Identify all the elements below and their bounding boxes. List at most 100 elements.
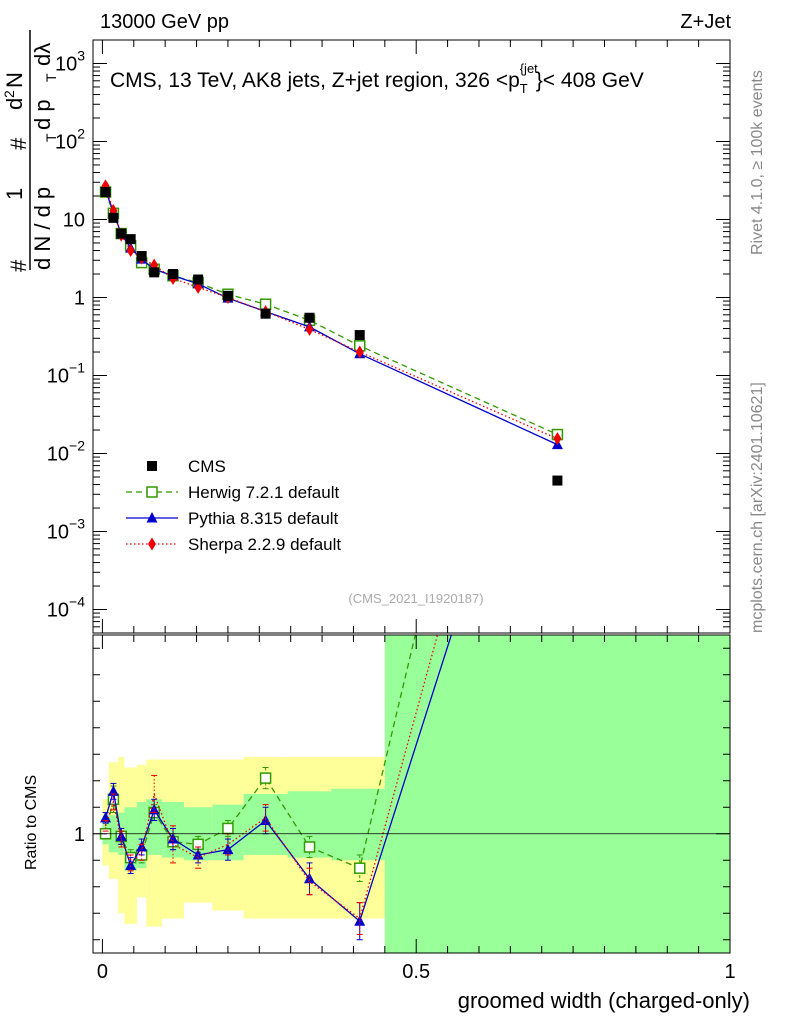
ratio-point: [136, 841, 148, 852]
ylabel-d2: d: [2, 98, 27, 110]
ylabel-n: N: [2, 72, 27, 88]
legend-entry: Herwig 7.2.1 default: [126, 483, 339, 502]
y-tick-exponent: 3: [77, 47, 85, 63]
series-cms: [100, 187, 563, 486]
title-sub: T: [520, 81, 528, 96]
y-tick-base: 10: [55, 53, 77, 75]
plot-title: CMS, 13 TeV, AK8 jets, Z+jet region, 326…: [110, 61, 644, 96]
legend-marker: [147, 461, 157, 471]
title-main: CMS, 13 TeV, AK8 jets, Z+jet region, 326…: [110, 61, 644, 96]
data-point: [116, 228, 127, 239]
data-point: [108, 212, 119, 223]
x-tick-label: 0.5: [402, 961, 430, 983]
legend-label: Pythia 8.315 default: [188, 509, 339, 528]
ratio-point: [552, 34, 562, 44]
main-frame: [92, 39, 731, 634]
y-tick-exponent: −2: [69, 438, 85, 454]
series-line: [104, 191, 558, 436]
legend: CMS Herwig 7.2.1 default Pythia 8.315 defa…: [126, 457, 341, 554]
x-tick-label: 1: [724, 961, 735, 983]
main-x-ticks: [101, 40, 731, 633]
ratio-x-ticks: 0 0.5 1: [97, 635, 736, 983]
ratio-series: [99, 34, 563, 941]
y-tick-base: 10: [55, 131, 77, 153]
ylabel-two: 2: [1, 90, 17, 98]
y-tick-label: 10−3: [47, 516, 85, 544]
main-y-axis-label: # 1 d N / d p T # d 2 N d p T dλ: [1, 30, 59, 272]
data-point: [552, 475, 563, 486]
data-point: [354, 330, 365, 341]
y-tick-exponent: −4: [69, 594, 85, 610]
y-tick-label: 102: [55, 125, 85, 153]
ylabel-hash-1: #: [6, 259, 31, 272]
ratio-y-tick-label: 1: [74, 824, 85, 846]
ratio-series-sherpa-2-2-9-default: [102, 635, 439, 935]
mcplots-label: mcplots.cern.ch [arXiv:2401.10621]: [749, 382, 766, 633]
data-point: [136, 251, 147, 262]
ratio-y-ticks: 1: [74, 647, 730, 941]
header-left: 13000 GeV pp: [100, 11, 229, 33]
y-tick-label: 10: [63, 209, 85, 231]
y-tick-base: 10: [47, 366, 69, 388]
legend-entry: CMS: [147, 457, 226, 476]
data-point: [304, 312, 315, 323]
series-sherpa-2-2-9-default: [101, 179, 562, 446]
ratio-bands: [102, 635, 730, 953]
legend-label: Herwig 7.2.1 default: [188, 483, 339, 502]
y-tick-exponent: 2: [77, 125, 85, 141]
stat-uncertainty-band: [331, 788, 385, 861]
y-tick-label: 10−1: [47, 360, 85, 388]
legend-entry: Pythia 8.315 default: [126, 509, 339, 528]
ylabel-hash-2: #: [6, 137, 31, 150]
legend-marker: [148, 537, 156, 551]
data-point: [553, 432, 562, 446]
ratio-point: [222, 822, 234, 835]
ylabel-dlambda: dλ: [30, 43, 55, 66]
y-tick-label: 10−4: [47, 594, 85, 622]
ylabel-dpt-sub: T: [43, 73, 59, 82]
series-line: [104, 185, 558, 440]
ylabel-dpt: d p: [30, 99, 55, 130]
ratio-y-axis-label: Ratio to CMS: [23, 775, 40, 870]
data-point: [125, 234, 136, 245]
ratio-point: [125, 859, 137, 871]
rivet-version-label: Rivet 4.1.0, ≥ 100k events: [749, 70, 766, 255]
legend-entry: Sherpa 2.2.9 default: [126, 535, 341, 554]
series-herwig-7-2-1-default: [99, 186, 564, 441]
data-point: [260, 308, 271, 319]
ratio-frame: [92, 634, 731, 954]
x-tick-label: 0: [97, 961, 108, 983]
legend-marker: [146, 486, 158, 498]
data-point: [100, 187, 111, 198]
ratio-point: [259, 772, 272, 784]
y-tick-base: 10: [47, 444, 69, 466]
ratio-point: [167, 833, 179, 844]
y-tick-label: 1: [74, 287, 85, 309]
y-tick-base: 10: [63, 209, 85, 231]
data-point: [305, 322, 314, 336]
data-point: [355, 345, 364, 359]
ratio-point: [107, 785, 119, 796]
legend-label: Sherpa 2.2.9 default: [188, 535, 341, 554]
header-right: Z+Jet: [680, 11, 731, 33]
ratio-point: [303, 841, 316, 853]
ratio-panel: 1 0 0.5 1 Ratio to CMS groomed width (char…: [23, 34, 750, 1013]
y-tick-exponent: −3: [69, 516, 85, 532]
y-tick-base: 10: [47, 600, 69, 622]
analysis-watermark: (CMS_2021_I1920187): [348, 591, 483, 606]
data-point: [222, 290, 233, 301]
title-text: CMS, 13 TeV, AK8 jets, Z+jet region, 326…: [110, 69, 520, 92]
y-tick-label: 10−2: [47, 438, 85, 466]
main-series: [99, 179, 564, 486]
series-pythia-8-315-default: [100, 184, 563, 450]
data-point: [126, 244, 135, 258]
stat-uncertainty-band: [384, 635, 730, 953]
ratio-point: [552, 298, 563, 309]
title-sup: {jet: [520, 61, 538, 76]
y-tick-label: 103: [55, 47, 85, 75]
y-tick-base: 1: [74, 287, 85, 309]
ratio-point: [304, 872, 316, 884]
